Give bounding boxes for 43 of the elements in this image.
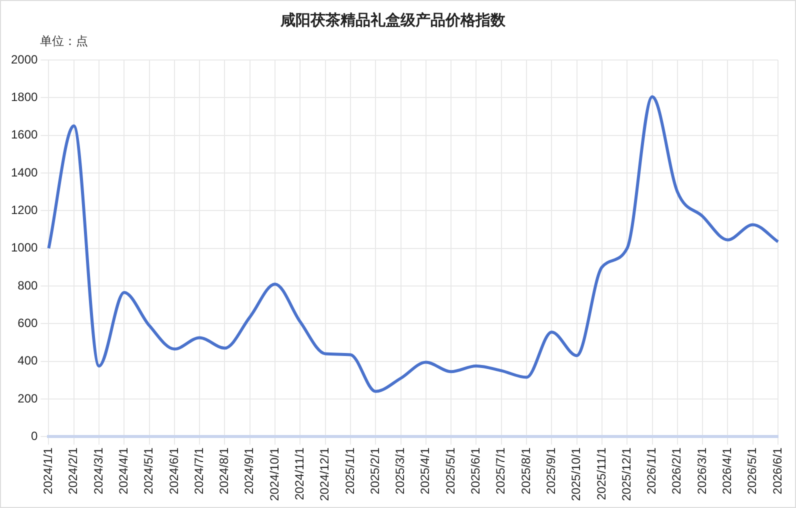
y-tick-label: 1600	[10, 128, 38, 142]
x-tick-label: 2026/2/1	[670, 447, 684, 494]
y-tick-label: 1200	[10, 202, 38, 217]
x-tick-label: 2025/12/1	[619, 447, 634, 502]
x-tick-label: 2024/8/1	[217, 447, 232, 494]
x-tick-label: 2024/3/1	[91, 447, 106, 494]
x-tick-label: 2026/3/1	[694, 447, 709, 494]
y-axis-title: 单位：点	[40, 33, 88, 50]
x-tick-label: 2024/1/1	[41, 447, 56, 494]
x-tick-label: 2024/4/1	[116, 447, 130, 494]
x-tick-label: 2025/3/1	[393, 447, 408, 494]
x-tick-label: 2024/12/1	[318, 447, 332, 502]
x-tick-label: 2025/8/1	[518, 447, 533, 494]
y-tick-label: 1400	[10, 165, 38, 180]
x-tick-label: 2025/10/1	[569, 447, 584, 502]
x-tick-label: 2024/11/1	[292, 447, 306, 500]
x-tick-label: 2026/5/1	[745, 447, 760, 494]
x-tick-label: 2025/1/1	[342, 447, 357, 494]
x-tick-label: 2024/2/1	[66, 447, 80, 494]
chart-title: 咸阳茯茶精品礼盒级产品价格指数	[280, 10, 506, 29]
x-tick-label: 2026/1/1	[644, 447, 659, 494]
x-tick-label: 2025/2/1	[368, 447, 382, 494]
x-tick-label: 2025/5/1	[443, 447, 458, 494]
x-tick-label: 2025/11/1	[594, 447, 608, 500]
x-tick-label: 2024/7/1	[192, 447, 206, 494]
x-tick-label: 2024/6/1	[166, 447, 181, 494]
y-tick-label: 1000	[10, 240, 38, 255]
x-tick-label: 2025/6/1	[468, 447, 483, 494]
x-tick-label: 2026/6/1	[770, 447, 784, 494]
x-tick-label: 2024/9/1	[242, 447, 256, 494]
y-tick-label: 0	[31, 428, 38, 443]
x-tick-label: 2024/10/1	[267, 447, 282, 502]
y-tick-label: 1800	[10, 90, 38, 104]
y-tick-label: 400	[18, 354, 38, 368]
x-tick-label: 2026/4/1	[720, 447, 734, 494]
x-tick-label: 2025/7/1	[494, 447, 508, 494]
x-tick-label: 2025/9/1	[544, 447, 558, 494]
x-tick-label: 2025/4/1	[418, 447, 432, 494]
y-tick-label: 2000	[10, 52, 38, 66]
x-tick-label: 2024/5/1	[142, 447, 156, 494]
y-tick-label: 600	[18, 316, 38, 330]
y-tick-label: 200	[18, 391, 38, 406]
y-tick-label: 800	[18, 278, 38, 292]
